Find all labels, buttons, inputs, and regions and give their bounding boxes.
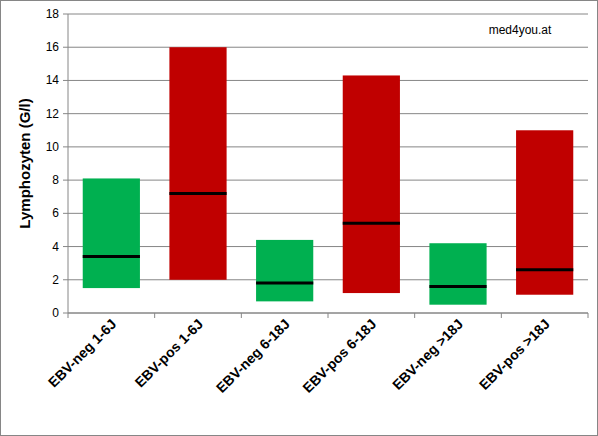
grid-line xyxy=(68,180,588,181)
median-line xyxy=(516,268,573,271)
x-tick-label: EBV-pos 6-18J xyxy=(299,316,379,396)
grid-line xyxy=(68,213,588,214)
median-line xyxy=(83,255,140,258)
y-tick xyxy=(63,313,68,314)
y-tick-label: 10 xyxy=(46,140,60,154)
y-tick xyxy=(63,47,68,48)
grid-line xyxy=(68,14,588,15)
y-tick-label: 12 xyxy=(46,107,60,121)
chart-container: 024681012141618EBV-neg 1-6JEBV-pos 1-6JE… xyxy=(0,0,598,436)
y-tick xyxy=(63,80,68,81)
x-tick-label: EBV-pos >18J xyxy=(476,316,553,393)
range-bar xyxy=(83,178,140,288)
y-tick-label: 18 xyxy=(46,7,60,21)
grid-line xyxy=(68,279,588,280)
y-tick-label: 2 xyxy=(52,273,59,287)
x-tick-separator xyxy=(588,313,589,318)
y-tick-label: 4 xyxy=(52,240,59,254)
y-tick-label: 6 xyxy=(52,206,59,220)
x-tick-label: EBV-neg 1-6J xyxy=(45,316,120,391)
median-line xyxy=(256,282,313,285)
range-bar xyxy=(429,243,486,304)
y-tick-label: 14 xyxy=(46,73,60,87)
grid-line xyxy=(68,246,588,247)
y-axis xyxy=(68,14,69,313)
x-tick-separator xyxy=(68,313,69,318)
range-bar xyxy=(256,240,313,301)
range-bar xyxy=(169,47,226,280)
grid-line xyxy=(68,146,588,147)
grid-line xyxy=(68,47,588,48)
watermark: med4you.at xyxy=(489,23,552,37)
y-tick xyxy=(63,14,68,15)
median-line xyxy=(343,222,400,225)
y-tick xyxy=(63,279,68,280)
chart-border xyxy=(1,1,598,436)
plot-marks xyxy=(83,47,574,304)
y-tick-label: 8 xyxy=(52,173,59,187)
y-tick xyxy=(63,246,68,247)
grid-line xyxy=(68,113,588,114)
range-bar xyxy=(343,75,400,293)
y-tick xyxy=(63,180,68,181)
x-tick-label: EBV-pos 1-6J xyxy=(132,316,207,391)
y-tick xyxy=(63,213,68,214)
chart-svg: 024681012141618EBV-neg 1-6JEBV-pos 1-6JE… xyxy=(0,0,598,436)
y-tick xyxy=(63,146,68,147)
y-tick-label: 0 xyxy=(52,306,59,320)
median-line xyxy=(429,285,486,288)
x-tick-label: EBV-neg >18J xyxy=(389,316,466,393)
median-line xyxy=(169,192,226,195)
x-tick-separator xyxy=(154,313,155,318)
x-tick-separator xyxy=(501,313,502,318)
x-tick-label: EBV-neg 6-18J xyxy=(213,316,293,396)
y-tick xyxy=(63,113,68,114)
x-tick-separator xyxy=(328,313,329,318)
x-tick-separator xyxy=(241,313,242,318)
grid-line xyxy=(68,80,588,81)
y-axis-label: Lymphozyten (G/l) xyxy=(16,98,33,228)
y-tick-label: 16 xyxy=(46,40,60,54)
x-tick-separator xyxy=(414,313,415,318)
range-bar xyxy=(516,130,573,294)
